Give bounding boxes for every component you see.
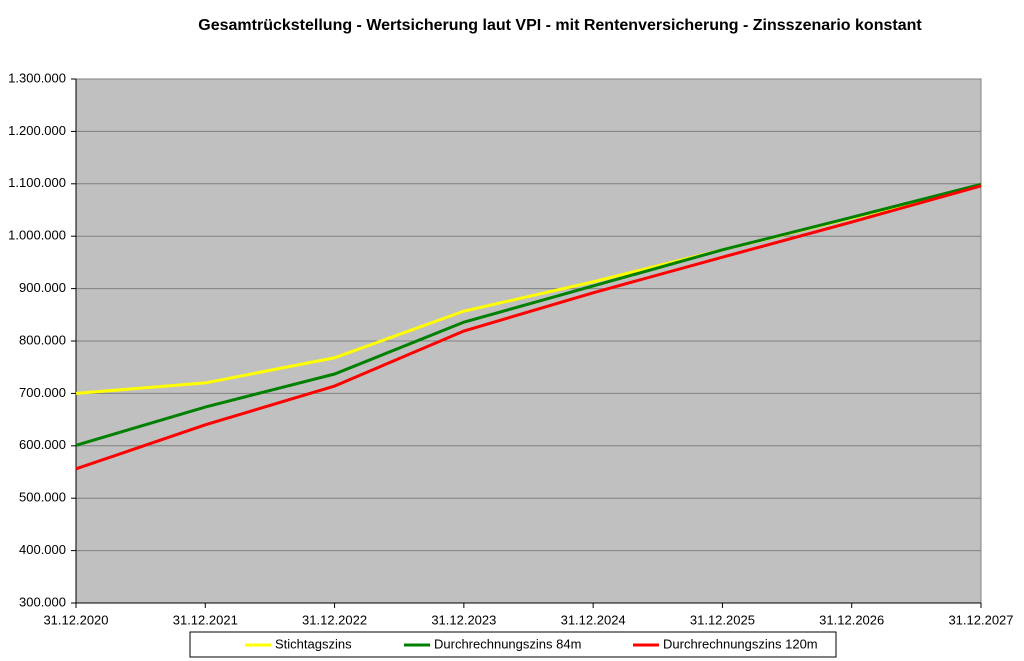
x-tick-label: 31.12.2024 xyxy=(561,612,626,627)
x-tick-label: 31.12.2023 xyxy=(431,612,496,627)
x-tick-label: 31.12.2020 xyxy=(43,612,108,627)
y-tick-label: 1.300.000 xyxy=(8,70,66,85)
x-tick-label: 31.12.2021 xyxy=(173,612,238,627)
series-line xyxy=(75,182,982,447)
y-tick-label: 1.000.000 xyxy=(8,228,66,243)
legend xyxy=(189,631,837,658)
x-tick-label: 31.12.2022 xyxy=(302,612,367,627)
y-tick-label: 800.000 xyxy=(19,332,66,347)
series-line xyxy=(75,184,982,471)
chart-title: Gesamtrückstellung - Wertsicherung laut … xyxy=(198,17,922,34)
legend-label: Durchrechnungszins 84m xyxy=(434,636,581,651)
y-tick-label: 600.000 xyxy=(19,437,66,452)
legend-label: Stichtagszins xyxy=(275,636,352,651)
y-tick-label: 1.200.000 xyxy=(8,123,66,138)
x-tick-label: 31.12.2026 xyxy=(819,612,884,627)
legend-label: Durchrechnungszins 120m xyxy=(663,636,818,651)
y-tick-label: 300.000 xyxy=(19,594,66,609)
x-tick-label: 31.12.2025 xyxy=(690,612,755,627)
y-tick-label: 900.000 xyxy=(19,280,66,295)
x-tick-label: 31.12.2027 xyxy=(948,612,1013,627)
y-tick-label: 400.000 xyxy=(19,542,66,557)
y-tick-label: 1.100.000 xyxy=(8,175,66,190)
y-tick-label: 700.000 xyxy=(19,385,66,400)
y-tick-label: 500.000 xyxy=(19,490,66,505)
